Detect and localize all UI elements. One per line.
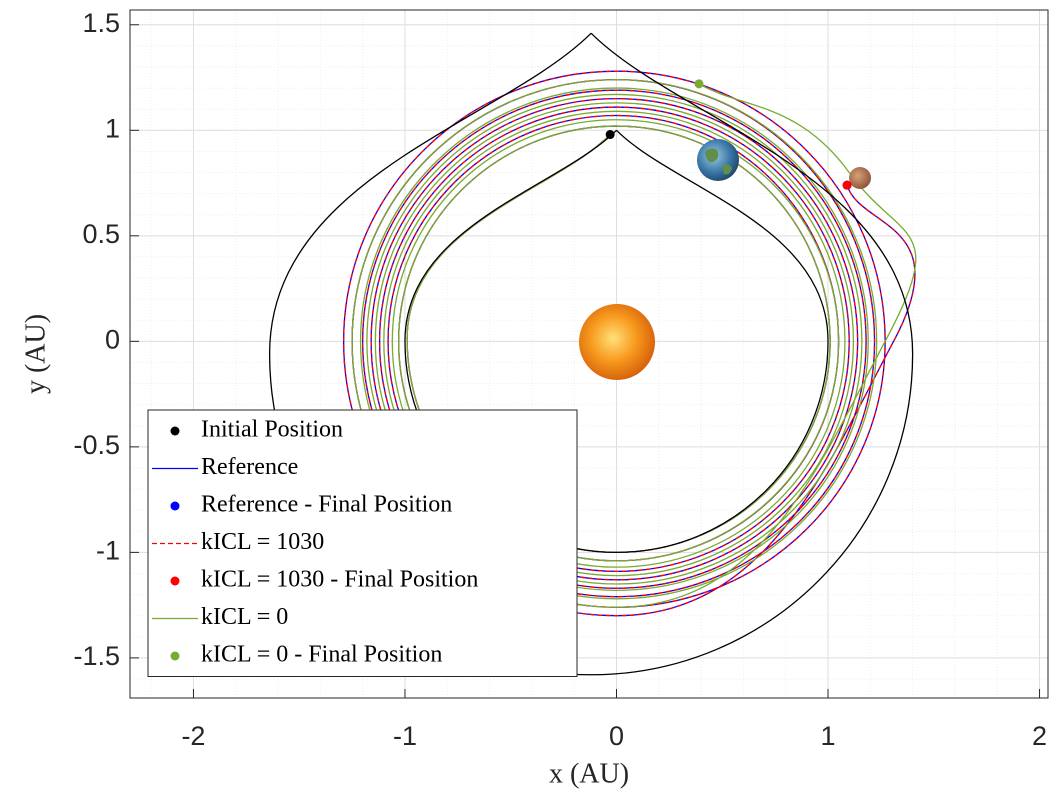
x-tick-label: 2 [1032,721,1047,751]
legend-label: kICL = 0 - Final Position [201,642,442,668]
x-tick-label: -2 [181,721,205,751]
point-marker [843,181,852,190]
legend-swatch [171,577,180,586]
mars-icon [849,167,871,189]
y-tick-label: -1 [96,536,120,566]
y-tick-label: 0 [105,324,120,354]
legend-label: Reference - Final Position [201,492,452,518]
legend-label: kICL = 1030 - Final Position [201,567,478,593]
y-tick-label: -0.5 [73,430,120,460]
chart: -2-1012-1.5-1-0.500.511.5 x (AU) y (AU) … [0,0,1053,801]
legend-label: Initial Position [201,417,343,443]
x-axis-label: x (AU) [549,758,629,789]
legend-label: kICL = 1030 [201,529,324,555]
legend-swatch [171,427,180,436]
x-tick-label: 0 [609,721,624,751]
x-tick-label: -1 [393,721,417,751]
legend: Initial Position Reference Reference - Fin… [148,410,577,677]
y-tick-label: 1 [105,113,120,143]
point-marker [606,130,615,139]
earth-icon [697,139,739,181]
page: {"chart_data": {"type": "line", "x_label… [0,0,1053,801]
sun-icon [579,304,655,380]
legend-label: kICL = 0 [201,604,288,630]
y-tick-label: 0.5 [82,219,120,249]
y-tick-label: -1.5 [73,641,120,671]
point-marker [694,79,703,88]
legend-swatch [171,502,180,511]
y-axis-label: y (AU) [20,314,51,394]
legend-swatch [171,652,180,661]
x-tick-label: 1 [821,721,836,751]
legend-label: Reference [201,454,298,480]
y-tick-label: 1.5 [82,8,120,38]
